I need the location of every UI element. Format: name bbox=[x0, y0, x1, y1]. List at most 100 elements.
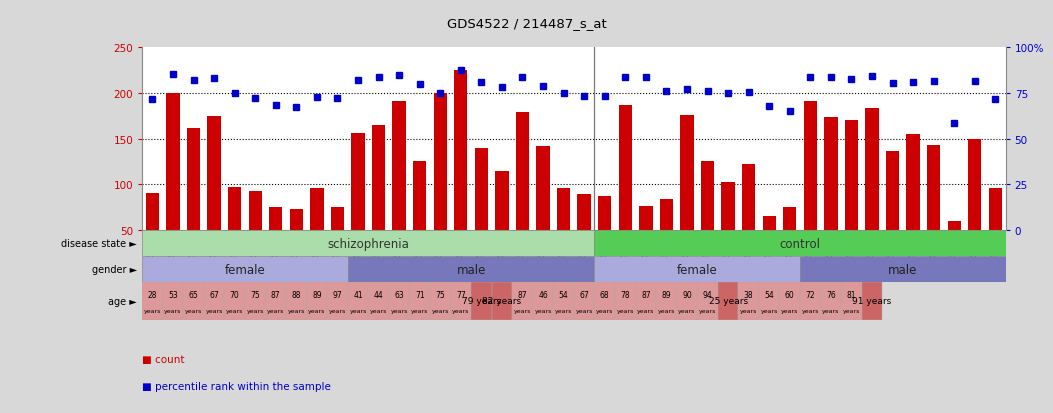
Bar bbox=[145, 193, 159, 277]
Text: 87: 87 bbox=[518, 290, 528, 299]
Bar bbox=[347, 282, 369, 320]
Bar bbox=[598, 197, 612, 277]
Text: 63: 63 bbox=[394, 290, 404, 299]
Bar bbox=[372, 126, 385, 277]
Text: 91 years: 91 years bbox=[852, 297, 892, 306]
Text: 97: 97 bbox=[333, 290, 342, 299]
Bar bbox=[270, 208, 282, 277]
Text: years: years bbox=[287, 308, 305, 313]
Text: years: years bbox=[534, 308, 552, 313]
Text: years: years bbox=[205, 308, 223, 313]
Bar bbox=[718, 282, 738, 320]
Text: 79 years: 79 years bbox=[462, 297, 501, 306]
Text: years: years bbox=[576, 308, 593, 313]
Bar bbox=[615, 282, 636, 320]
Text: 60: 60 bbox=[784, 290, 795, 299]
Bar bbox=[163, 282, 183, 320]
Bar bbox=[886, 152, 899, 277]
Text: years: years bbox=[350, 308, 366, 313]
Text: years: years bbox=[185, 308, 202, 313]
Bar bbox=[311, 189, 323, 277]
Bar bbox=[595, 256, 800, 282]
Text: age ►: age ► bbox=[108, 296, 137, 306]
Text: 70: 70 bbox=[230, 290, 239, 299]
Text: 38: 38 bbox=[743, 290, 754, 299]
Text: 81: 81 bbox=[847, 290, 856, 299]
Text: years: years bbox=[801, 308, 819, 313]
Bar bbox=[861, 282, 882, 320]
Text: years: years bbox=[596, 308, 614, 313]
Bar bbox=[290, 210, 303, 277]
Bar bbox=[331, 208, 344, 277]
Bar bbox=[352, 134, 364, 277]
Bar bbox=[369, 282, 389, 320]
Text: years: years bbox=[246, 308, 264, 313]
Text: 68: 68 bbox=[600, 290, 610, 299]
Bar bbox=[762, 216, 776, 277]
Bar bbox=[820, 282, 841, 320]
Text: 87: 87 bbox=[271, 290, 280, 299]
Bar bbox=[430, 282, 451, 320]
Bar bbox=[327, 282, 347, 320]
Bar bbox=[166, 94, 180, 277]
Text: years: years bbox=[391, 308, 408, 313]
Bar bbox=[660, 199, 673, 277]
Text: years: years bbox=[144, 308, 161, 313]
Text: years: years bbox=[555, 308, 572, 313]
Text: years: years bbox=[370, 308, 388, 313]
Bar bbox=[454, 70, 468, 277]
Bar bbox=[824, 118, 837, 277]
Bar bbox=[639, 206, 653, 277]
Text: 67: 67 bbox=[210, 290, 219, 299]
Bar bbox=[948, 222, 961, 277]
Text: years: years bbox=[452, 308, 470, 313]
Text: 77: 77 bbox=[456, 290, 465, 299]
Bar bbox=[389, 282, 410, 320]
Bar bbox=[413, 161, 426, 277]
Bar bbox=[636, 282, 656, 320]
Bar bbox=[577, 194, 591, 277]
Text: 54: 54 bbox=[764, 290, 774, 299]
Text: ■ count: ■ count bbox=[142, 354, 184, 364]
Text: 25 years: 25 years bbox=[709, 297, 748, 306]
Text: 46: 46 bbox=[538, 290, 548, 299]
Text: 76: 76 bbox=[826, 290, 836, 299]
Bar bbox=[866, 109, 878, 277]
Text: 28: 28 bbox=[147, 290, 157, 299]
Text: years: years bbox=[678, 308, 696, 313]
Text: years: years bbox=[411, 308, 429, 313]
Bar bbox=[783, 208, 796, 277]
Bar bbox=[841, 282, 861, 320]
Text: years: years bbox=[740, 308, 757, 313]
Bar bbox=[803, 102, 817, 277]
Text: 87: 87 bbox=[641, 290, 651, 299]
Bar bbox=[779, 282, 800, 320]
Bar bbox=[347, 256, 595, 282]
Bar bbox=[701, 162, 714, 277]
Bar bbox=[142, 231, 595, 256]
Bar bbox=[989, 189, 1002, 277]
Bar bbox=[759, 282, 779, 320]
Text: 90: 90 bbox=[682, 290, 692, 299]
Bar bbox=[393, 102, 405, 277]
Bar bbox=[142, 256, 347, 282]
Text: GDS4522 / 214487_s_at: GDS4522 / 214487_s_at bbox=[446, 17, 607, 29]
Text: male: male bbox=[888, 263, 917, 276]
Text: control: control bbox=[779, 237, 820, 250]
Bar bbox=[557, 189, 571, 277]
Text: 94: 94 bbox=[702, 290, 713, 299]
Text: 82 years: 82 years bbox=[482, 297, 521, 306]
Bar bbox=[656, 282, 677, 320]
Bar bbox=[845, 121, 858, 277]
Text: ■ percentile rank within the sample: ■ percentile rank within the sample bbox=[142, 381, 331, 391]
Text: years: years bbox=[164, 308, 182, 313]
Text: years: years bbox=[617, 308, 634, 313]
Text: 72: 72 bbox=[806, 290, 815, 299]
Bar bbox=[471, 282, 492, 320]
Bar bbox=[265, 282, 286, 320]
Bar bbox=[224, 282, 245, 320]
Bar bbox=[475, 148, 488, 277]
Text: years: years bbox=[658, 308, 675, 313]
Bar bbox=[516, 113, 530, 277]
Text: years: years bbox=[226, 308, 243, 313]
